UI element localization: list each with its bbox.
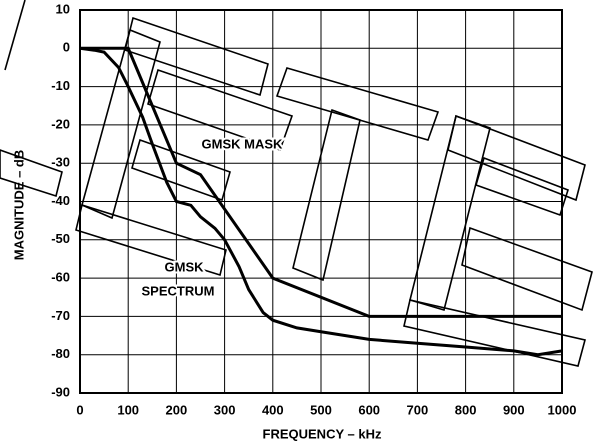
watermark [0, 0, 592, 366]
annotation: GMSK MASK [202, 136, 284, 151]
x-tick-label: 1000 [548, 402, 577, 417]
annotation: SPECTRUM [142, 283, 215, 298]
x-tick-label: 100 [117, 402, 139, 417]
y-tick-label: -10 [51, 78, 70, 93]
y-tick-label: -80 [51, 346, 70, 361]
annotation: GMSK [165, 259, 205, 274]
x-tick-label: 600 [358, 402, 380, 417]
y-tick-label: 10 [56, 1, 70, 16]
y-tick-label: -20 [51, 116, 70, 131]
x-tick-label: 300 [214, 402, 236, 417]
y-tick-label: -50 [51, 231, 70, 246]
y-tick-label: -40 [51, 193, 70, 208]
y-tick-label: -70 [51, 308, 70, 323]
y-tick-label: -60 [51, 270, 70, 285]
x-tick-label: 400 [262, 402, 284, 417]
x-axis-title: FREQUENCY – kHz [263, 426, 382, 441]
x-tick-label: 700 [407, 402, 429, 417]
chart: FREQUENCY – kHz MAGNITUDE – dB 100-10-20… [0, 0, 597, 445]
x-tick-label: 0 [76, 402, 83, 417]
x-tick-label: 500 [310, 402, 332, 417]
y-tick-label: 0 [63, 40, 70, 55]
x-tick-label: 800 [455, 402, 477, 417]
x-tick-label: 200 [166, 402, 188, 417]
x-tick-label: 900 [503, 402, 525, 417]
y-tick-label: -30 [51, 155, 70, 170]
y-axis-title: MAGNITUDE – dB [11, 150, 26, 261]
y-tick-label: -90 [51, 384, 70, 399]
